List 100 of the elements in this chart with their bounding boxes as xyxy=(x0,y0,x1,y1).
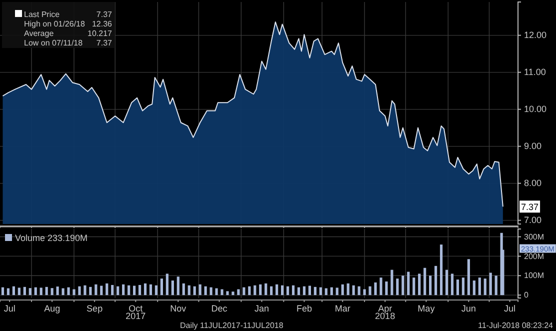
bar xyxy=(128,285,130,296)
bar xyxy=(352,285,355,296)
bar xyxy=(122,284,125,296)
bar xyxy=(462,278,464,296)
text: 2017 xyxy=(126,311,146,321)
annotation: 7.37 xyxy=(96,38,113,48)
bar xyxy=(385,281,388,296)
x-tick-label: Sep xyxy=(86,303,103,314)
bar xyxy=(237,289,240,296)
bar xyxy=(363,289,366,296)
bar xyxy=(160,278,164,296)
bar xyxy=(84,285,86,296)
bar xyxy=(1,287,4,296)
annotation: Average xyxy=(24,29,54,38)
annotation: High on 01/26/18 xyxy=(24,20,86,28)
bar xyxy=(270,286,273,296)
bar xyxy=(176,276,180,296)
bar xyxy=(144,283,147,296)
bar xyxy=(297,287,300,296)
bar xyxy=(264,283,268,296)
y-tick-label: 100M xyxy=(524,271,544,280)
bar xyxy=(226,291,229,296)
bar xyxy=(456,280,460,296)
bar xyxy=(478,278,481,296)
bar xyxy=(116,286,120,296)
bar xyxy=(314,286,316,296)
x-tick-label: Dec xyxy=(211,303,228,314)
x-tick-label: Nov xyxy=(170,303,187,314)
bar xyxy=(428,276,432,296)
bar xyxy=(67,287,70,296)
bar xyxy=(374,282,377,296)
bar xyxy=(484,278,486,296)
bar xyxy=(100,286,103,296)
bar xyxy=(72,289,76,296)
bar xyxy=(396,278,399,296)
y-tick-label: 8.00 xyxy=(524,178,542,188)
x-tick-label: Jan xyxy=(254,303,269,314)
x-tick-label: Aug xyxy=(44,303,60,314)
bar xyxy=(78,286,81,296)
y-tick-label: 0 xyxy=(524,290,529,300)
bar xyxy=(94,284,98,296)
bar xyxy=(182,283,185,296)
bar xyxy=(220,289,224,296)
y-tick-label: 11.00 xyxy=(524,67,546,78)
bar xyxy=(138,284,142,296)
bar xyxy=(254,285,256,296)
x-tick-label: Jul xyxy=(504,303,516,314)
bar xyxy=(472,280,476,296)
bar xyxy=(56,286,59,296)
x-tick-label: Oct xyxy=(128,303,144,314)
bar xyxy=(390,270,394,296)
bar xyxy=(346,283,350,296)
bar xyxy=(319,287,322,296)
bar xyxy=(6,288,10,296)
text: 2018 xyxy=(375,311,396,321)
y-tick-label: 7.00 xyxy=(524,215,542,226)
bar xyxy=(171,280,174,296)
bar xyxy=(232,292,234,296)
bar xyxy=(440,244,443,296)
bar xyxy=(418,274,421,296)
x-tick-label: May xyxy=(418,303,436,314)
text: 11-Jul-2018 08:23:24 xyxy=(478,321,554,330)
annotation: 7.37 xyxy=(96,10,113,19)
bar xyxy=(198,284,202,296)
bar xyxy=(336,288,338,296)
bar xyxy=(45,286,48,296)
bar xyxy=(106,283,108,296)
bar xyxy=(89,286,92,296)
bar xyxy=(368,286,372,296)
bar xyxy=(34,287,37,296)
bar xyxy=(434,266,438,296)
bar xyxy=(412,278,416,296)
bar xyxy=(154,285,158,296)
bar xyxy=(62,288,64,296)
bar xyxy=(215,288,218,296)
bar xyxy=(380,278,382,296)
y-tick-label: 200M xyxy=(524,252,544,261)
bar xyxy=(467,259,470,296)
x-tick-label: Jul xyxy=(4,303,16,314)
bar xyxy=(166,274,168,296)
bar xyxy=(308,286,312,296)
bar xyxy=(248,286,251,296)
bar xyxy=(210,287,212,296)
x-tick-label: Jun xyxy=(461,303,476,314)
bar xyxy=(23,286,26,296)
bar xyxy=(450,274,454,296)
bar xyxy=(286,286,290,296)
bar xyxy=(302,286,306,296)
annotation: 10.217 xyxy=(88,29,113,38)
y-tick-label: 9.00 xyxy=(524,141,542,152)
x-tick-label: Feb xyxy=(296,303,312,314)
text: Daily 11JUL2017-11JUL2018 xyxy=(180,321,284,330)
bar xyxy=(242,287,246,296)
bar xyxy=(259,284,262,296)
bar xyxy=(28,288,32,296)
bar xyxy=(402,276,404,296)
bar xyxy=(407,272,410,296)
bar xyxy=(50,288,54,296)
bar xyxy=(324,288,328,296)
bar xyxy=(18,288,20,296)
